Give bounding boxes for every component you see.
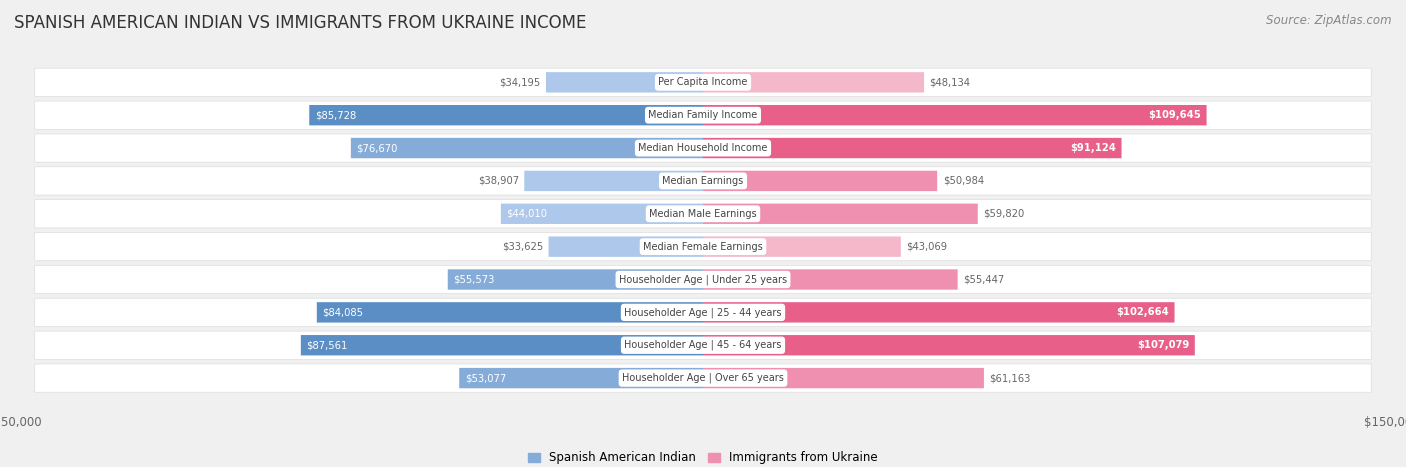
Text: $59,820: $59,820 [983, 209, 1025, 219]
Text: Householder Age | Over 65 years: Householder Age | Over 65 years [621, 373, 785, 383]
FancyBboxPatch shape [703, 335, 1195, 355]
Text: $48,134: $48,134 [929, 78, 970, 87]
Text: $55,447: $55,447 [963, 275, 1004, 284]
FancyBboxPatch shape [703, 236, 901, 257]
Text: SPANISH AMERICAN INDIAN VS IMMIGRANTS FROM UKRAINE INCOME: SPANISH AMERICAN INDIAN VS IMMIGRANTS FR… [14, 14, 586, 32]
Text: Median Family Income: Median Family Income [648, 110, 758, 120]
FancyBboxPatch shape [35, 200, 1371, 228]
FancyBboxPatch shape [703, 171, 938, 191]
FancyBboxPatch shape [703, 138, 1122, 158]
Text: Median Female Earnings: Median Female Earnings [643, 241, 763, 252]
FancyBboxPatch shape [703, 105, 1206, 125]
FancyBboxPatch shape [460, 368, 703, 388]
FancyBboxPatch shape [703, 269, 957, 290]
FancyBboxPatch shape [35, 167, 1371, 195]
Text: $87,561: $87,561 [307, 340, 347, 350]
FancyBboxPatch shape [35, 134, 1371, 162]
FancyBboxPatch shape [35, 233, 1371, 261]
FancyBboxPatch shape [548, 236, 703, 257]
Text: Median Earnings: Median Earnings [662, 176, 744, 186]
Text: $109,645: $109,645 [1149, 110, 1201, 120]
Text: $84,085: $84,085 [322, 307, 363, 318]
Text: $44,010: $44,010 [506, 209, 547, 219]
FancyBboxPatch shape [703, 204, 977, 224]
FancyBboxPatch shape [35, 331, 1371, 360]
Text: Householder Age | 25 - 44 years: Householder Age | 25 - 44 years [624, 307, 782, 318]
Text: Householder Age | Under 25 years: Householder Age | Under 25 years [619, 274, 787, 285]
Text: $102,664: $102,664 [1116, 307, 1168, 318]
Text: Per Capita Income: Per Capita Income [658, 78, 748, 87]
Text: Source: ZipAtlas.com: Source: ZipAtlas.com [1267, 14, 1392, 27]
FancyBboxPatch shape [703, 72, 924, 92]
FancyBboxPatch shape [546, 72, 703, 92]
FancyBboxPatch shape [703, 302, 1174, 323]
FancyBboxPatch shape [35, 364, 1371, 392]
FancyBboxPatch shape [501, 204, 703, 224]
Text: $107,079: $107,079 [1137, 340, 1189, 350]
Text: Median Male Earnings: Median Male Earnings [650, 209, 756, 219]
Text: $53,077: $53,077 [465, 373, 506, 383]
Text: Median Household Income: Median Household Income [638, 143, 768, 153]
Text: $34,195: $34,195 [499, 78, 540, 87]
Text: $33,625: $33,625 [502, 241, 543, 252]
FancyBboxPatch shape [309, 105, 703, 125]
FancyBboxPatch shape [316, 302, 703, 323]
Text: $38,907: $38,907 [478, 176, 519, 186]
FancyBboxPatch shape [35, 298, 1371, 326]
Text: $50,984: $50,984 [942, 176, 984, 186]
FancyBboxPatch shape [703, 368, 984, 388]
Text: $76,670: $76,670 [356, 143, 398, 153]
Text: $85,728: $85,728 [315, 110, 356, 120]
FancyBboxPatch shape [301, 335, 703, 355]
FancyBboxPatch shape [35, 101, 1371, 129]
FancyBboxPatch shape [447, 269, 703, 290]
FancyBboxPatch shape [352, 138, 703, 158]
FancyBboxPatch shape [35, 265, 1371, 294]
Text: Householder Age | 45 - 64 years: Householder Age | 45 - 64 years [624, 340, 782, 351]
Legend: Spanish American Indian, Immigrants from Ukraine: Spanish American Indian, Immigrants from… [523, 446, 883, 467]
FancyBboxPatch shape [35, 68, 1371, 97]
FancyBboxPatch shape [524, 171, 703, 191]
Text: $43,069: $43,069 [907, 241, 948, 252]
Text: $91,124: $91,124 [1070, 143, 1116, 153]
Text: $55,573: $55,573 [453, 275, 495, 284]
Text: $61,163: $61,163 [990, 373, 1031, 383]
